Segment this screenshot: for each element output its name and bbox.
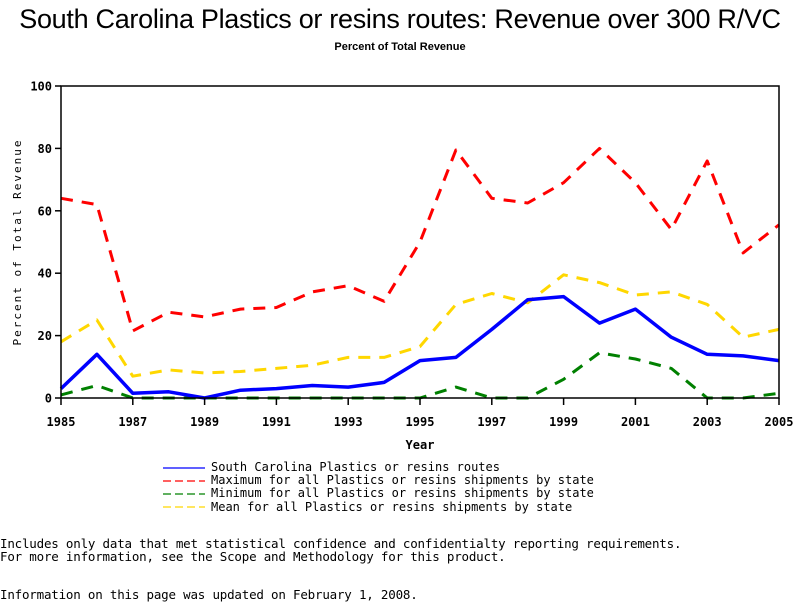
legend-item: Minimum for all Plastics or resins shipm…	[163, 487, 594, 500]
y-tick-label: 100	[30, 80, 52, 94]
footnote-methodology: For more information, see the Scope and …	[0, 549, 505, 564]
series-line-maximum	[61, 148, 779, 331]
x-tick-label: 2003	[693, 415, 722, 429]
x-tick-label: 1985	[47, 415, 76, 429]
x-tick-label: 1995	[406, 415, 435, 429]
legend: South Carolina Plastics or resins routes…	[163, 461, 594, 514]
legend-label: Mean for all Plastics or resins shipment…	[211, 501, 572, 514]
legend-swatch-dashed-yellow	[163, 501, 205, 513]
y-axis: 0 20 40 60 80 100	[30, 80, 61, 406]
y-tick-label: 0	[45, 392, 52, 406]
x-axis: 1985 1987 1989 1991 1993 1995 1997 1999 2001 2003…	[47, 398, 794, 429]
y-tick-label: 20	[38, 329, 52, 343]
x-axis-label: Year	[406, 438, 435, 452]
y-tick-label: 40	[38, 267, 52, 281]
x-tick-label: 2005	[765, 415, 794, 429]
x-tick-label: 2001	[621, 415, 650, 429]
x-tick-label: 1989	[190, 415, 219, 429]
x-tick-label: 1993	[334, 415, 363, 429]
y-axis-label: Percent of Total Revenue	[11, 139, 24, 346]
legend-swatch-dashed-green	[163, 488, 205, 500]
x-tick-label: 1997	[477, 415, 506, 429]
legend-swatch-dashed-red	[163, 475, 205, 487]
x-tick-label: 1987	[118, 415, 147, 429]
legend-swatch-solid-blue	[163, 462, 205, 474]
x-tick-label: 1999	[549, 415, 578, 429]
y-tick-label: 80	[38, 142, 52, 156]
legend-item: Mean for all Plastics or resins shipment…	[163, 501, 594, 514]
y-tick-label: 60	[38, 204, 52, 218]
legend-label: Minimum for all Plastics or resins shipm…	[211, 487, 594, 500]
series-layer	[61, 148, 779, 398]
x-tick-label: 1991	[262, 415, 291, 429]
line-chart: 0 20 40 60 80 100 1985 1987 1989 1991 1993 1995 199…	[0, 0, 800, 460]
